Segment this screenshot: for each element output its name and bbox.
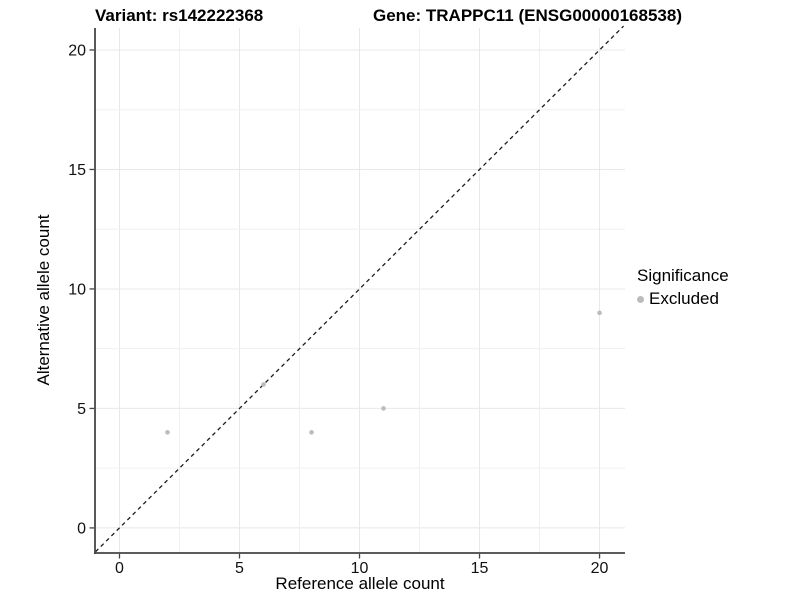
y-axis-title: Alternative allele count bbox=[34, 214, 53, 386]
x-tick-label: 5 bbox=[235, 560, 244, 577]
y-tick-label: 20 bbox=[68, 42, 86, 59]
y-tick-label: 5 bbox=[77, 401, 86, 418]
legend-marker-icon bbox=[637, 295, 644, 303]
y-tick-label: 10 bbox=[68, 281, 86, 298]
data-point bbox=[309, 430, 314, 435]
x-tick-label: 10 bbox=[351, 560, 369, 577]
x-axis-title: Reference allele count bbox=[275, 574, 445, 593]
x-tick-label: 0 bbox=[115, 560, 124, 577]
data-point bbox=[261, 382, 266, 387]
y-tick-label: 15 bbox=[68, 162, 86, 179]
x-tick-label: 20 bbox=[591, 560, 609, 577]
data-point bbox=[165, 430, 170, 435]
gene-title: Gene: TRAPPC11 (ENSG00000168538) bbox=[373, 6, 682, 25]
y-tick-label: 0 bbox=[77, 520, 86, 537]
data-point bbox=[381, 406, 386, 411]
legend-item-label: Excluded bbox=[649, 289, 719, 308]
legend-item-excluded: Excluded bbox=[637, 289, 729, 309]
legend: Significance Excluded bbox=[637, 266, 729, 309]
x-tick-label: 15 bbox=[471, 560, 489, 577]
variant-title: Variant: rs142222368 bbox=[95, 6, 264, 25]
legend-title: Significance bbox=[637, 266, 729, 285]
data-point bbox=[597, 310, 602, 316]
